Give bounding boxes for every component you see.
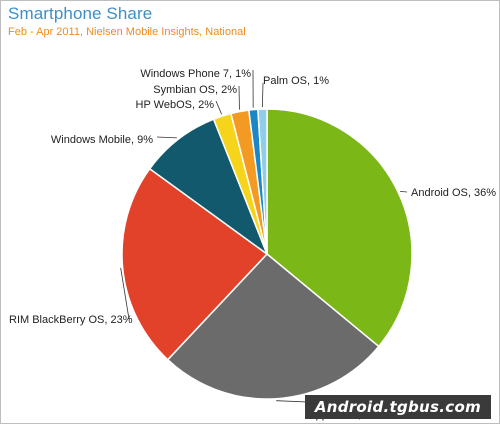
leader-line xyxy=(156,136,177,139)
pie-slice-palm-os xyxy=(257,108,268,255)
slice-label: Palm OS, 1% xyxy=(263,75,329,87)
leader-line xyxy=(120,267,130,320)
slice-label: Windows Mobile, 9% xyxy=(51,134,153,146)
pie-slice-android-os xyxy=(266,108,413,348)
leader-line xyxy=(399,191,408,193)
slice-label: Windows Phone 7, 1% xyxy=(140,68,251,80)
chart-subtitle: Feb - Apr 2011, Nielsen Mobile Insights,… xyxy=(8,26,246,38)
slice-label: RIM BlackBerry OS, 23% xyxy=(9,314,133,326)
pie-slice-windows-mobile xyxy=(148,118,269,257)
leader-line xyxy=(261,82,264,108)
slice-label: Android OS, 36% xyxy=(411,187,496,199)
watermark-logo: Android.tgbus.com xyxy=(304,395,491,419)
pie-slice-apple-ios xyxy=(166,252,380,400)
leader-line xyxy=(215,100,222,115)
slice-label: HP WebOS, 2% xyxy=(136,99,215,111)
slice-label: Symbian OS, 2% xyxy=(153,84,237,96)
chart-title: Smartphone Share xyxy=(8,4,153,23)
pie-slice-rim-blackberry-os xyxy=(121,167,269,361)
